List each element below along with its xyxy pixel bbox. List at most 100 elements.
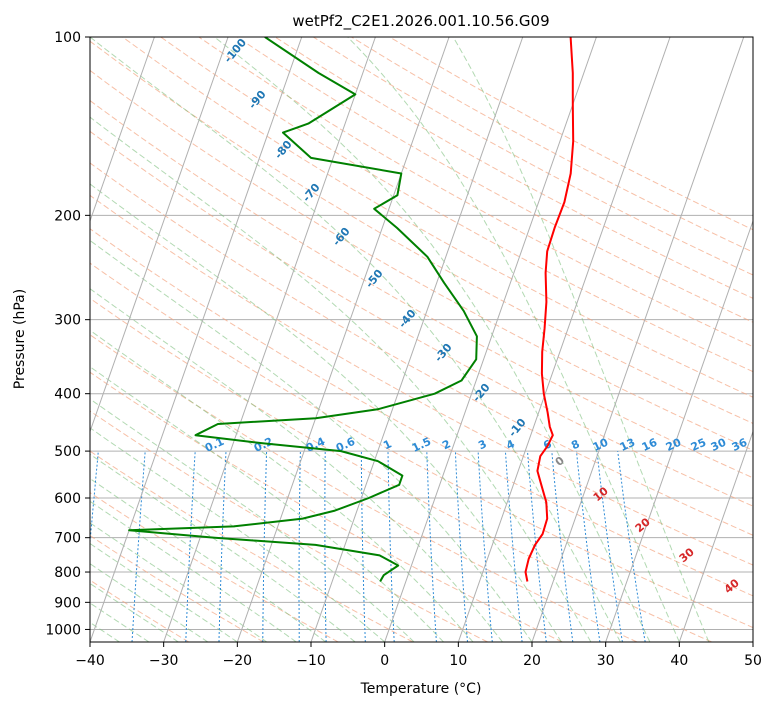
- chart-title: wetPf2_C2E1.2026.001.10.56.G09: [292, 12, 549, 31]
- moist-adiabat-label: 40: [722, 576, 742, 596]
- dry-adiabat-line: [389, 37, 753, 231]
- x-axis: −40 −30 −20 −10 0 10 20 30 40 50: [75, 642, 762, 669]
- mixing-ratio-line: [360, 451, 366, 642]
- isotherm-line: [752, 640, 753, 642]
- dry-adiabat-line: [90, 334, 638, 642]
- moist-adiabats: [90, 37, 710, 642]
- mixing-ratio-line: [426, 451, 437, 642]
- dry-adiabat-line: [198, 37, 753, 348]
- dry-adiabat-line: [90, 579, 190, 642]
- mixing-ratio-label: 1.5: [410, 435, 433, 455]
- isotherm-line: [90, 37, 155, 223]
- y-tick-label: 200: [54, 208, 81, 224]
- mixing-ratio-line: [387, 451, 395, 642]
- dry-adiabat-line: [122, 37, 753, 398]
- moist-adiabat-line: [90, 522, 268, 642]
- isotherm-line: [605, 219, 753, 642]
- isotherms: [0, 37, 753, 642]
- mixing-ratio-line: [576, 451, 601, 642]
- moist-adiabat-line: [90, 582, 179, 642]
- y-tick-label: 400: [54, 387, 81, 403]
- isotherm-line: [531, 37, 745, 642]
- x-tick-label: 20: [523, 653, 541, 669]
- mixing-ratio-line: [262, 451, 268, 642]
- mixing-ratio-label: 36: [730, 436, 750, 454]
- mixing-ratio-label: 25: [689, 436, 708, 454]
- moist-adiabat-label: 10: [591, 484, 611, 504]
- dry-adiabat-line: [160, 37, 753, 373]
- dry-adiabat-line: [90, 40, 753, 425]
- x-tick-label: 40: [670, 653, 688, 669]
- dry-adiabat-line: [90, 69, 753, 451]
- plot-area: 0.1 0.2 0.4 0.6 1 1.5 2 3 4 6 8 10 13 16 20 25 30 36-100-…: [0, 37, 753, 642]
- moist-adiabat-line: [452, 37, 710, 642]
- dry-adiabats: [90, 37, 753, 642]
- dry-adiabat-label: -10: [506, 416, 529, 440]
- moist-adiabat-line: [90, 542, 238, 642]
- dry-adiabat-line: [90, 130, 753, 507]
- y-axis-label: Pressure (hPa): [12, 289, 28, 389]
- mixing-ratio-line: [596, 451, 623, 642]
- mixing-ratio-label: 30: [709, 436, 729, 454]
- dry-adiabat-label: -30: [432, 341, 455, 365]
- mixing-ratio-label: 10: [591, 436, 611, 454]
- y-tick-label: 900: [54, 595, 81, 611]
- y-tick-label: 800: [54, 565, 81, 581]
- plot-frame: [89, 36, 754, 643]
- isotherm-line: [457, 37, 671, 642]
- x-tick-label: 0: [380, 653, 389, 669]
- moist-adiabat-line: [90, 183, 562, 642]
- moist-adiabat-line: [90, 288, 503, 642]
- dry-adiabat-label: -50: [363, 267, 386, 291]
- dry-adiabat-line: [90, 162, 753, 536]
- dry-adiabat-line: [90, 534, 264, 642]
- moist-adiabat-line: [90, 477, 326, 642]
- mixing-ratio-label: 1: [381, 437, 393, 452]
- moist-adiabat-line: [90, 116, 592, 642]
- moist-adiabat-line: [90, 453, 356, 642]
- dry-adiabat-line: [90, 262, 753, 629]
- temperature-profile-line: [524, 37, 575, 582]
- dry-adiabat-line: [90, 410, 488, 642]
- moist-adiabat-line: [347, 37, 680, 642]
- moist-adiabat-line: [90, 329, 474, 642]
- moist-adiabat-label: 0: [553, 454, 567, 469]
- moist-adiabat-line: [90, 239, 533, 642]
- mixing-ratio-lines: [90, 451, 646, 642]
- isotherm-line: [310, 37, 524, 642]
- dry-adiabat-line: [90, 371, 563, 642]
- moist-adiabat-line: [90, 37, 621, 642]
- x-tick-label: 10: [449, 653, 467, 669]
- mixing-ratio-line: [617, 451, 646, 642]
- mixing-ratio-line: [527, 451, 547, 642]
- dry-adiabat-label: -70: [300, 181, 323, 205]
- dry-adiabat-line: [90, 194, 753, 566]
- mixing-ratio-label: 20: [664, 436, 684, 454]
- x-tick-label: −10: [296, 653, 326, 669]
- mixing-ratio-line: [454, 451, 468, 642]
- dry-adiabat-line: [236, 37, 753, 323]
- x-tick-label: 50: [744, 653, 762, 669]
- mixing-ratio-line: [131, 451, 146, 642]
- isotherm-line: [90, 37, 303, 642]
- y-tick-label: 600: [54, 491, 81, 507]
- moist-adiabat-label: 30: [677, 545, 697, 565]
- mixing-ratio-label: 16: [640, 436, 660, 454]
- isotherm-line: [0, 37, 7, 642]
- moist-adiabat-line: [90, 366, 444, 642]
- y-tick-label: 700: [54, 531, 81, 547]
- dewpoint-profile-line: [128, 37, 478, 582]
- x-tick-label: −40: [75, 653, 105, 669]
- moist-adiabat-line: [90, 427, 386, 642]
- isotherm-line: [90, 37, 229, 434]
- dry-adiabat-label: -40: [396, 307, 419, 331]
- isobar-grid: [90, 37, 753, 630]
- isotherm-line: [163, 37, 376, 642]
- moist-adiabat-line: [214, 37, 651, 642]
- mixing-ratio-line: [504, 451, 523, 642]
- mixing-ratio-line: [477, 451, 493, 642]
- y-tick-label: 1000: [45, 622, 81, 638]
- mixing-ratio-line: [551, 451, 574, 642]
- y-tick-label: 100: [54, 30, 81, 46]
- sounding-series: [128, 37, 575, 582]
